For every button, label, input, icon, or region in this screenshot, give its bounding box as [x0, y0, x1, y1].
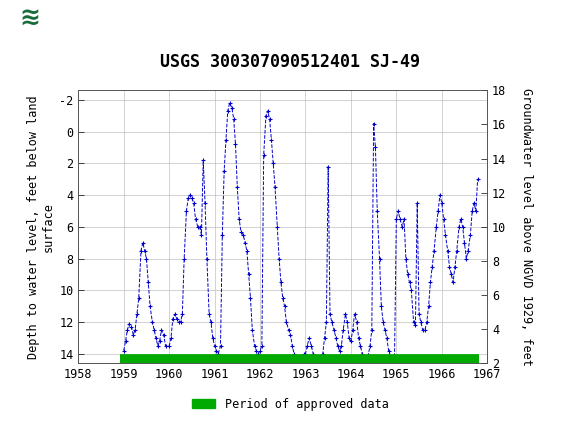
Text: USGS: USGS	[93, 9, 153, 28]
Text: USGS 300307090512401 SJ-49: USGS 300307090512401 SJ-49	[160, 53, 420, 71]
Text: ≋: ≋	[20, 7, 41, 31]
Legend: Period of approved data: Period of approved data	[187, 393, 393, 415]
Bar	[3, 3, 52, 35]
Y-axis label: Groundwater level above NGVD 1929, feet: Groundwater level above NGVD 1929, feet	[520, 88, 533, 366]
Y-axis label: Depth to water level, feet below land
surface: Depth to water level, feet below land su…	[27, 95, 55, 359]
